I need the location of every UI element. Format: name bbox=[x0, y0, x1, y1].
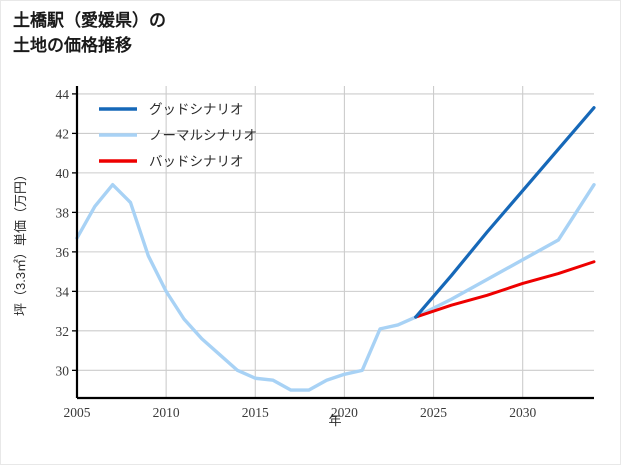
x-tick-label: 2030 bbox=[509, 405, 536, 420]
legend-label-normal: ノーマルシナリオ bbox=[149, 128, 257, 143]
y-tick-label: 30 bbox=[56, 363, 70, 378]
tick-labels: 30 32 34 36 38 40 42 44 2005 2010 2015 2020 2025 2030 bbox=[56, 87, 537, 420]
y-tick-label: 38 bbox=[56, 205, 70, 220]
y-tick-label: 36 bbox=[56, 245, 70, 260]
page-title-line2: 土地の価格推移 bbox=[13, 36, 132, 55]
series-line-normal bbox=[75, 183, 596, 392]
x-tick-label: 2025 bbox=[420, 405, 447, 420]
y-tick-label: 34 bbox=[56, 284, 70, 299]
series-line-good bbox=[414, 106, 596, 319]
page-title-line1: 土橋駅（愛媛県）の bbox=[13, 11, 166, 30]
y-tick-label: 40 bbox=[56, 166, 70, 181]
series-line-bad bbox=[414, 260, 596, 319]
page-title: 土橋駅（愛媛県）の 土地の価格推移 bbox=[13, 8, 166, 58]
axis-titles: 年 坪（3.3㎡）単価（万円） bbox=[13, 168, 342, 428]
x-tick-label: 2020 bbox=[331, 405, 358, 420]
y-tick-label: 42 bbox=[56, 126, 70, 141]
x-axis-title: 年 bbox=[328, 413, 341, 428]
axis-lines bbox=[75, 86, 594, 400]
y-axis-title: 坪（3.3㎡）単価（万円） bbox=[13, 168, 28, 316]
y-tick-label: 32 bbox=[56, 324, 70, 339]
x-tick-label: 2010 bbox=[153, 405, 180, 420]
series-lines bbox=[75, 106, 596, 392]
legend-label-good: グッドシナリオ bbox=[149, 102, 244, 117]
x-tick-label: 2005 bbox=[64, 405, 91, 420]
x-tick-label: 2015 bbox=[242, 405, 269, 420]
gridlines bbox=[76, 86, 594, 398]
y-tick-label: 44 bbox=[56, 87, 70, 102]
legend-label-bad: バッドシナリオ bbox=[149, 154, 244, 169]
